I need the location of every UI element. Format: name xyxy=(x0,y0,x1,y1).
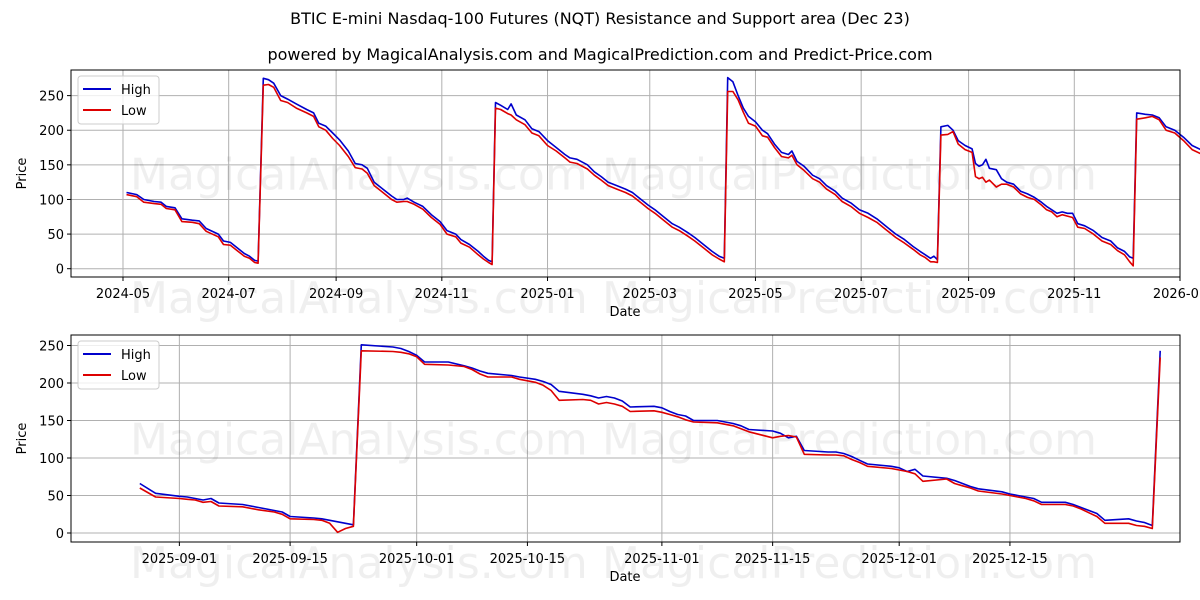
top-price-chart: MagicalAnalysis.com MagicalPrediction.com… xyxy=(15,69,1200,325)
watermark-text: MagicalAnalysis.com xyxy=(130,273,588,324)
bottom-legend: High Low xyxy=(77,340,160,390)
y-tick-label: 250 xyxy=(39,340,64,355)
x-tick-label: 2025-12-01 xyxy=(861,552,937,567)
x-tick-label: 2026-01 xyxy=(1153,287,1200,302)
x-tick-label: 2025-09-15 xyxy=(252,552,328,567)
y-tick-label: 250 xyxy=(39,90,64,105)
y-tick-label: 150 xyxy=(39,415,64,430)
bottom-watermarks: MagicalAnalysis.com MagicalPrediction.com… xyxy=(130,415,1097,590)
watermark-text: MagicalPrediction.com xyxy=(602,273,1097,324)
y-tick-label: 200 xyxy=(39,124,64,139)
watermark-text: MagicalAnalysis.com xyxy=(130,415,588,466)
x-tick-label: 2025-03 xyxy=(623,287,677,302)
top-watermarks: MagicalAnalysis.com MagicalPrediction.com… xyxy=(130,150,1097,325)
series-line-low xyxy=(126,83,1200,267)
y-tick-label: 0 xyxy=(56,527,64,542)
x-tick-label: 2025-05 xyxy=(728,287,782,302)
y-tick-label: 0 xyxy=(56,263,64,278)
top-x-axis-label: Date xyxy=(609,305,640,320)
x-tick-label: 2025-10-01 xyxy=(379,552,455,567)
x-tick-label: 2025-11-15 xyxy=(735,552,811,567)
x-tick-label: 2025-11 xyxy=(1047,287,1101,302)
top-y-ticks: 0 50 100 150 200 250 xyxy=(39,90,71,278)
x-tick-label: 2024-07 xyxy=(202,287,256,302)
series-line-high xyxy=(139,343,1161,527)
x-tick-label: 2025-09 xyxy=(941,287,995,302)
y-tick-label: 150 xyxy=(39,159,64,174)
bottom-y-ticks: 0 50 100 150 200 250 xyxy=(39,340,71,542)
legend-label-high: High xyxy=(121,348,151,363)
x-tick-label: 2025-12-15 xyxy=(972,552,1048,567)
x-tick-label: 2025-07 xyxy=(834,287,888,302)
bottom-x-ticks: 2025-09-01 2025-09-15 2025-10-01 2025-10-15… xyxy=(142,542,1048,567)
bottom-x-axis-label: Date xyxy=(609,570,640,585)
x-tick-label: 2025-01 xyxy=(520,287,574,302)
top-axes-frame xyxy=(70,69,1181,278)
watermark-text: MagicalAnalysis.com xyxy=(130,538,588,589)
bottom-axes-frame xyxy=(70,334,1181,543)
y-tick-label: 100 xyxy=(39,452,64,467)
x-tick-label: 2025-09-01 xyxy=(142,552,218,567)
chart-subtitle: powered by MagicalAnalysis.com and Magic… xyxy=(267,45,933,64)
watermark-text: MagicalAnalysis.com xyxy=(130,150,588,201)
bottom-price-chart: MagicalAnalysis.com MagicalPrediction.com… xyxy=(15,334,1181,590)
legend-label-low: Low xyxy=(121,369,147,384)
x-tick-label: 2024-11 xyxy=(415,287,469,302)
x-tick-label: 2025-11-01 xyxy=(624,552,700,567)
y-tick-label: 100 xyxy=(39,193,64,208)
watermark-text: MagicalPrediction.com xyxy=(602,415,1097,466)
bottom-series-lines xyxy=(139,343,1161,534)
y-tick-label: 50 xyxy=(47,490,64,505)
y-tick-label: 200 xyxy=(39,377,64,392)
watermark-text: MagicalPrediction.com xyxy=(602,538,1097,589)
watermark-text: MagicalPrediction.com xyxy=(602,150,1097,201)
top-series-lines xyxy=(126,76,1200,267)
bottom-y-axis-label: Price xyxy=(15,423,30,455)
y-tick-label: 50 xyxy=(47,228,64,243)
legend-label-high: High xyxy=(121,83,151,98)
x-tick-label: 2024-09 xyxy=(309,287,363,302)
chart-title: BTIC E-mini Nasdaq-100 Futures (NQT) Res… xyxy=(290,9,910,28)
x-tick-label: 2025-10-15 xyxy=(490,552,566,567)
legend-label-low: Low xyxy=(121,104,147,119)
top-x-ticks: 2024-05 2024-07 2024-09 2024-11 2025-01 2025-… xyxy=(96,277,1200,302)
top-legend: High Low xyxy=(77,75,160,125)
series-line-low xyxy=(139,349,1161,534)
x-tick-label: 2024-05 xyxy=(96,287,150,302)
top-y-axis-label: Price xyxy=(15,158,30,190)
